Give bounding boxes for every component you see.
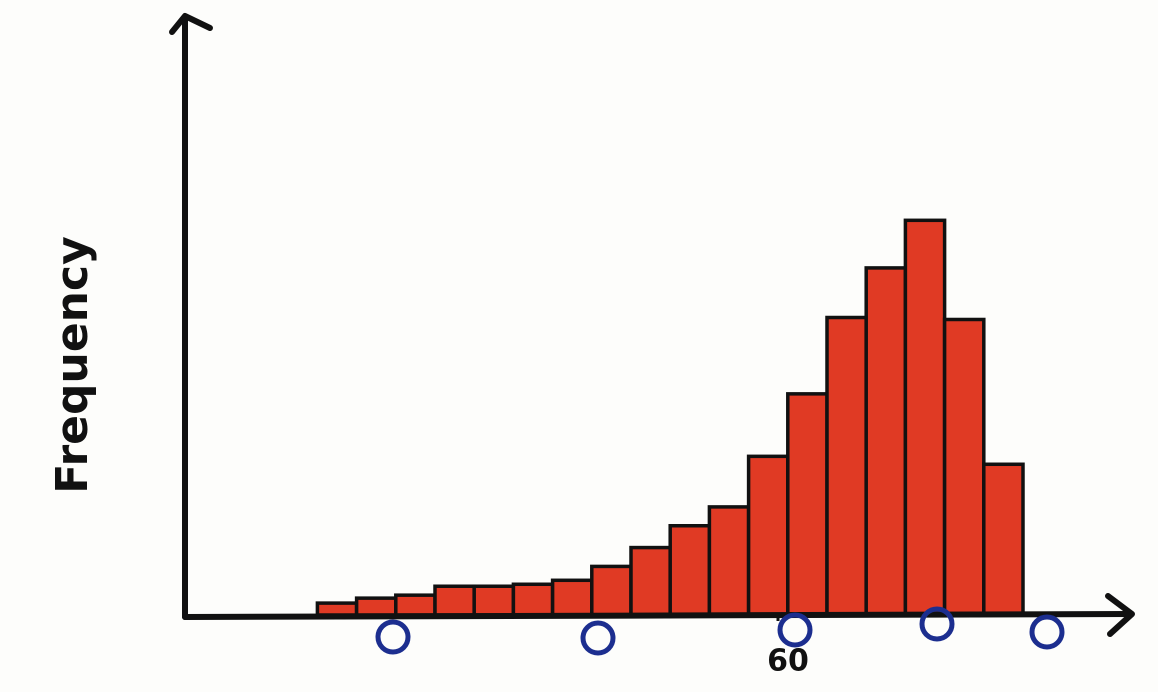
y-axis-arrow bbox=[169, 13, 213, 35]
bar bbox=[668, 524, 712, 617]
circle-marker bbox=[1029, 614, 1065, 650]
bar bbox=[550, 578, 594, 617]
bar bbox=[903, 218, 947, 617]
x-tick-label: 60 bbox=[767, 644, 809, 679]
bar bbox=[864, 266, 908, 617]
bar bbox=[746, 454, 790, 617]
bar bbox=[707, 505, 751, 617]
bar bbox=[629, 545, 672, 617]
bar bbox=[825, 315, 868, 617]
bar bbox=[394, 593, 437, 617]
bar bbox=[590, 564, 633, 617]
bars bbox=[315, 218, 1025, 617]
circle-marker bbox=[919, 606, 955, 642]
x-axis bbox=[182, 611, 1133, 620]
y-axis-label: Frequency bbox=[47, 236, 98, 494]
bar bbox=[433, 584, 476, 617]
bar bbox=[315, 601, 359, 617]
bar bbox=[786, 392, 829, 617]
circle-marker bbox=[777, 612, 813, 648]
bar bbox=[982, 462, 1025, 617]
bar bbox=[354, 596, 398, 617]
circle-markers bbox=[375, 606, 1065, 656]
bar bbox=[942, 317, 986, 617]
circle-marker bbox=[580, 620, 616, 656]
bar bbox=[511, 582, 555, 617]
bar bbox=[472, 584, 516, 617]
x-axis-arrow bbox=[1105, 593, 1135, 637]
circle-marker bbox=[375, 619, 411, 655]
